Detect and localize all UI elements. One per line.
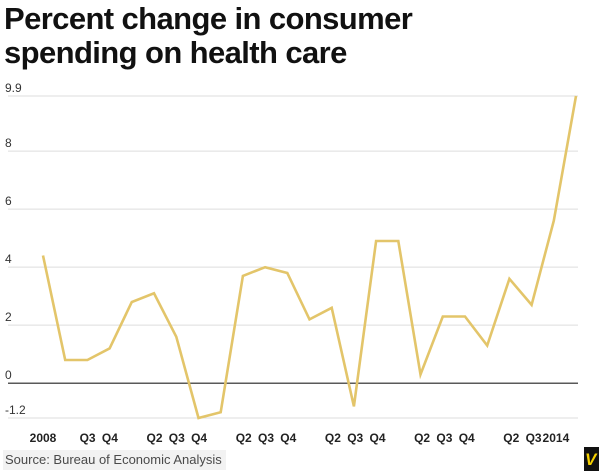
x-tick-label: Q2 xyxy=(146,431,162,445)
x-tick-label: Q4 xyxy=(102,431,118,445)
line-chart: 9.9 8 6 4 2 0 -1.2 2008 Q3 Q4 Q2 Q3 Q4 Q2 Q3 Q4 Q2 Q3 Q4 Q… xyxy=(5,81,578,445)
x-tick-label: 2008 xyxy=(30,431,57,445)
series-line xyxy=(41,95,578,420)
brand-logo: V xyxy=(584,447,599,471)
vox-logo-icon: V xyxy=(585,450,597,469)
x-tick-label: Q3 xyxy=(436,431,452,445)
y-tick-label: 9.9 xyxy=(5,81,22,95)
x-tick-label: Q4 xyxy=(280,431,296,445)
x-tick-label: Q3 xyxy=(258,431,274,445)
y-tick-label: 2 xyxy=(5,310,12,324)
y-tick-label: 8 xyxy=(5,136,12,150)
x-tick-label: Q4 xyxy=(459,431,475,445)
y-tick-label: 0 xyxy=(5,368,12,382)
x-tick-label: Q3 xyxy=(347,431,363,445)
x-tick-label: Q2 xyxy=(503,431,519,445)
source-note: Source: Bureau of Economic Analysis xyxy=(3,450,226,470)
x-tick-label: Q2 xyxy=(325,431,341,445)
chart-title: Percent change in consumer spending on h… xyxy=(4,1,413,70)
x-tick-label: Q2 xyxy=(236,431,252,445)
gridlines xyxy=(8,95,578,419)
y-tick-label: 4 xyxy=(5,252,12,266)
x-tick-label: Q3 xyxy=(80,431,96,445)
x-tick-label: Q4 xyxy=(191,431,207,445)
x-tick-label: 2014 xyxy=(543,431,570,445)
x-axis-tick-labels: 2008 Q3 Q4 Q2 Q3 Q4 Q2 Q3 Q4 Q2 Q3 Q4 Q2 Q3 Q4 Q2 Q3 2014 xyxy=(30,431,570,445)
x-tick-label: Q4 xyxy=(369,431,385,445)
x-tick-label: Q3 xyxy=(526,431,542,445)
y-axis-tick-labels: 9.9 8 6 4 2 0 -1.2 xyxy=(5,81,26,417)
x-tick-label: Q2 xyxy=(414,431,430,445)
y-tick-label: -1.2 xyxy=(5,403,26,417)
y-tick-label: 6 xyxy=(5,194,12,208)
data-series xyxy=(41,95,578,420)
x-tick-label: Q3 xyxy=(169,431,185,445)
